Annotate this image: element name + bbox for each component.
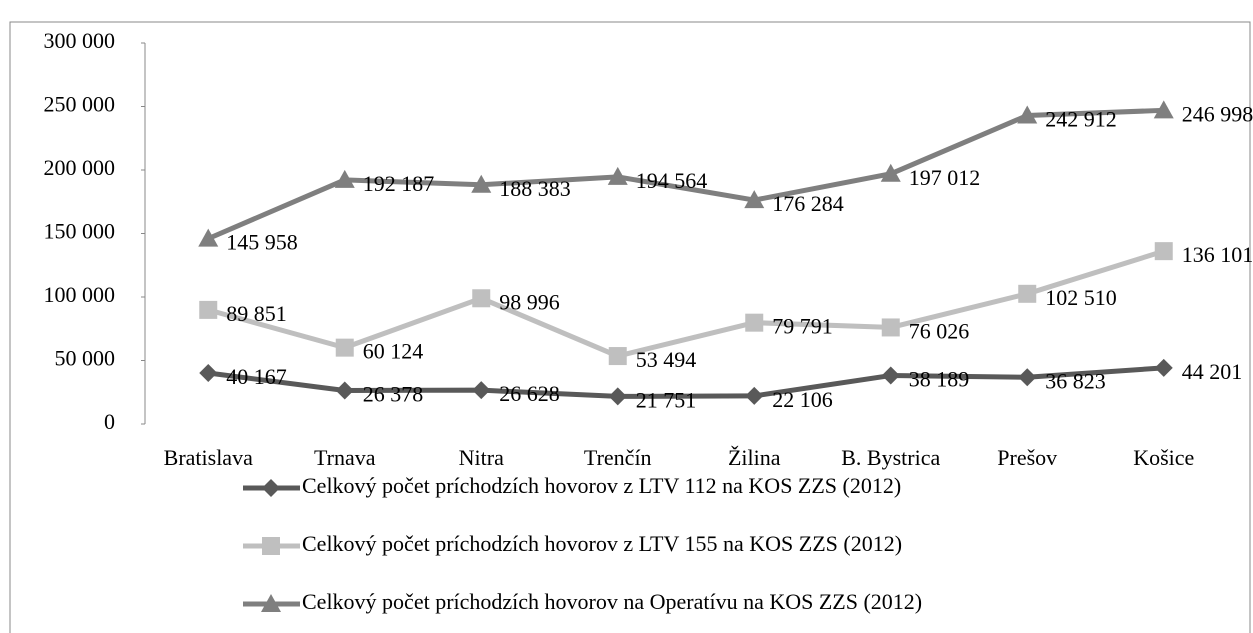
data-label: 40 167 [226,364,287,389]
marker [472,381,491,400]
marker [334,169,355,188]
data-label: 89 851 [226,301,287,326]
marker [472,289,491,308]
marker [335,338,354,357]
marker [608,387,627,406]
data-label: 136 101 [1182,242,1253,267]
data-label: 145 958 [226,230,298,255]
data-label: 76 026 [909,318,970,343]
data-label: 44 201 [1182,359,1243,384]
legend-label: Celkový počet príchodzích hovorov z LTV … [302,531,902,556]
marker [881,318,900,337]
y-tick-label: 50 000 [55,346,116,371]
x-tick-label: Prešov [997,445,1057,470]
marker [1017,105,1038,124]
y-tick-label: 150 000 [44,219,116,244]
series-line [207,107,1164,241]
marker [262,479,280,497]
x-tick-label: Nitra [459,445,504,470]
marker [745,313,764,332]
series-line [207,248,1165,359]
data-label: 21 751 [636,387,697,412]
data-label: 242 912 [1045,107,1117,132]
marker [199,300,218,319]
marker [1153,100,1174,119]
marker [471,174,492,193]
data-label: 26 628 [499,381,560,406]
data-label: 102 510 [1045,285,1117,310]
data-label: 197 012 [909,165,981,190]
data-label: 38 189 [909,367,970,392]
marker [261,594,281,612]
legend-label: Celkový počet príchodzích hovorov z LTV … [302,473,901,498]
marker [607,166,628,185]
y-tick-label: 100 000 [44,282,116,307]
marker [1018,368,1037,387]
x-tick-label: Žilina [728,445,781,470]
marker [744,190,765,209]
marker [745,386,764,405]
data-label: 194 564 [636,168,708,193]
data-label: 192 187 [363,171,435,196]
x-tick-label: Trenčín [584,445,652,470]
marker [199,363,218,382]
data-label: 60 124 [363,339,424,364]
y-tick-label: 250 000 [44,92,116,117]
y-tick-label: 0 [104,409,115,434]
legend-label: Celkový počet príchodzích hovorov na Ope… [302,589,922,614]
marker [608,347,627,366]
data-label: 36 823 [1045,368,1106,393]
chart-frame [9,21,1251,633]
y-tick-label: 200 000 [44,155,116,180]
marker [880,163,901,182]
marker [335,381,354,400]
data-label: 98 996 [499,289,560,314]
data-label: 22 106 [772,387,833,412]
y-tick-label: 300 000 [44,28,116,53]
marker [198,228,219,247]
marker [881,366,900,385]
data-label: 246 998 [1182,101,1253,126]
x-tick-label: Bratislava [164,445,253,470]
data-label: 53 494 [636,347,697,372]
data-label: 188 383 [499,176,571,201]
data-label: 26 378 [363,382,424,407]
x-tick-label: B. Bystrica [841,445,940,470]
marker [1154,358,1173,377]
marker [262,537,280,555]
x-tick-label: Trnava [314,445,376,470]
data-label: 79 791 [772,314,833,339]
marker [1154,242,1173,261]
data-label: 176 284 [772,191,844,216]
marker [1018,284,1037,303]
x-tick-label: Košice [1133,445,1194,470]
series-line [207,365,1164,399]
